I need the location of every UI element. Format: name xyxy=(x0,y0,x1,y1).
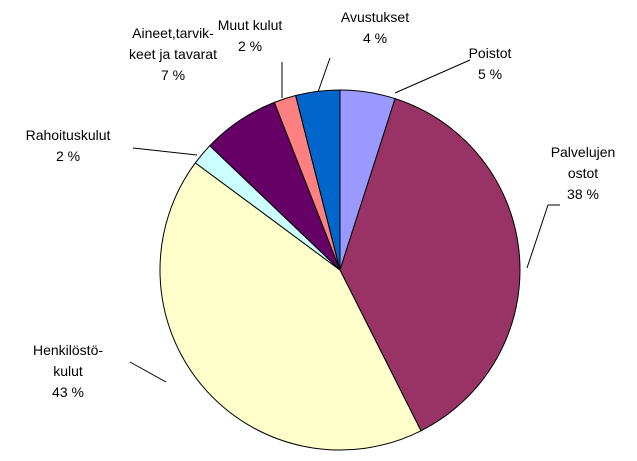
value-label: 2 % xyxy=(56,148,80,164)
value-label: 43 % xyxy=(52,384,84,400)
slice-label: Avustukset xyxy=(341,9,409,25)
slice-label: Rahoituskulut xyxy=(26,127,111,143)
leader-line xyxy=(394,59,471,94)
slice-label: Muut kulut xyxy=(218,17,283,33)
leader-line xyxy=(132,147,198,156)
value-label: 7 % xyxy=(161,67,185,83)
pie-slice xyxy=(159,162,422,451)
value-label: 38 % xyxy=(567,186,599,202)
slice-label: Poistot xyxy=(469,45,512,61)
value-label: 4 % xyxy=(363,30,387,46)
leader-line xyxy=(129,361,167,383)
leader-line xyxy=(526,204,560,269)
value-label: 2 % xyxy=(238,38,262,54)
slice-label: Henkilöstö-kulut xyxy=(33,342,103,379)
slice-label: Palvelujen ostot xyxy=(551,144,616,181)
value-label: 5 % xyxy=(478,66,502,82)
pie-slice xyxy=(339,98,521,432)
slice-label: Aineet,tarvik-keet ja tavarat xyxy=(129,25,217,62)
leader-line xyxy=(317,57,331,93)
